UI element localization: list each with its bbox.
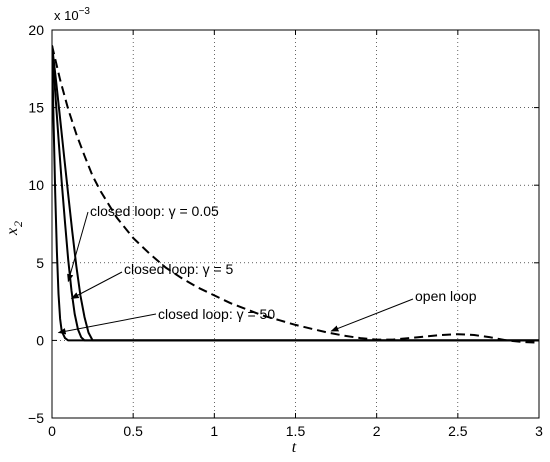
y-tick-label: 5 [36, 255, 44, 271]
x-tick-label: 2.5 [448, 423, 468, 439]
annotation-label: closed loop: γ = 50 [158, 306, 275, 322]
y-tick-label: 15 [28, 100, 44, 116]
x-tick-label: 2 [373, 423, 381, 439]
x-tick-label: 1 [210, 423, 218, 439]
x-axis-label: t [292, 439, 297, 456]
annotation-label: closed loop: γ = 0.05 [90, 203, 219, 219]
y-scale-exponent: x 10−3 [54, 6, 90, 23]
x-tick-label: 1.5 [286, 423, 306, 439]
y-tick-label: 10 [28, 177, 44, 193]
x-tick-label: 0.5 [123, 423, 143, 439]
x-tick-label: 3 [535, 423, 543, 439]
annotation-label: closed loop: γ = 5 [124, 261, 234, 277]
y-axis-label: x2 [4, 221, 25, 236]
annotation-label: open loop [415, 288, 477, 304]
plot-background [52, 30, 539, 418]
x-tick-label: 0 [48, 423, 56, 439]
y-tick-label: 0 [36, 332, 44, 348]
y-tick-label: 20 [28, 22, 44, 38]
svg-text:x2: x2 [4, 221, 25, 236]
y-tick-label: −5 [28, 410, 44, 426]
